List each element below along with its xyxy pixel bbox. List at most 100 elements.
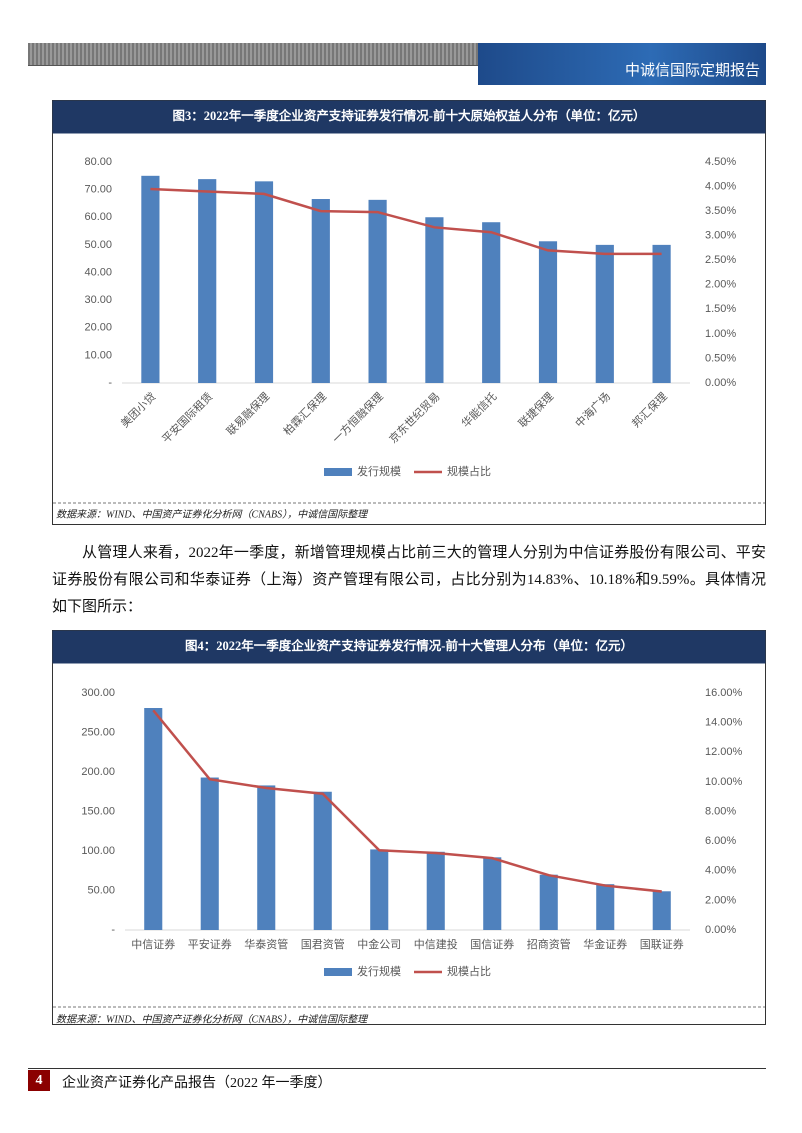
legend-label: 发行规模 (357, 464, 401, 478)
bar (313, 791, 332, 930)
source-note: 数据来源：WIND、中国资产证券化分析网（CNABS），中诚信国际整理 (56, 508, 369, 520)
legend-label: 规模占比 (447, 964, 491, 978)
bar (595, 244, 614, 383)
bar (483, 857, 502, 930)
y2-tick-label: 16.00% (705, 687, 743, 699)
bar (141, 175, 160, 383)
legend-label: 规模占比 (447, 464, 491, 478)
x-tick-label: 中海广场 (572, 389, 613, 430)
y-tick-label: 70.00 (84, 184, 112, 196)
y-tick-label: 80.00 (84, 156, 112, 168)
y-tick-label: 200.00 (81, 766, 115, 778)
x-tick-label: 京东世纪贸易 (386, 389, 443, 446)
y2-tick-label: 12.00% (705, 746, 743, 758)
y2-tick-label: 6.00% (705, 835, 736, 847)
x-tick-label: 中信建投 (414, 937, 458, 951)
bar (538, 241, 558, 383)
y-tick-label: - (111, 924, 115, 936)
bar (257, 785, 276, 930)
bar (144, 708, 163, 930)
x-tick-label: 国君资管 (301, 937, 345, 951)
bar (254, 181, 274, 383)
line (150, 187, 662, 256)
y2-tick-label: 3.00% (705, 230, 736, 242)
y-tick-label: 300.00 (81, 687, 115, 699)
x-tick-label: 平安证券 (188, 937, 232, 951)
bar (482, 222, 501, 383)
y2-tick-label: 8.00% (705, 805, 736, 817)
y-tick-label: 100.00 (81, 845, 115, 857)
chart: 图3：2022年一季度企业资产支持证券发行情况-前十大原始权益人分布（单位：亿元… (52, 100, 766, 525)
y-tick-label: 40.00 (84, 266, 112, 278)
y-tick-label: 50.00 (84, 239, 112, 251)
x-tick-label: 美团小贷 (118, 389, 159, 430)
footer-text: 企业资产证券化产品报告（2022 年一季度） (62, 1076, 332, 1091)
y2-tick-label: 3.50% (705, 205, 736, 217)
header-title: 中诚信国际定期报告 (624, 63, 760, 79)
y2-tick-label: 2.50% (705, 254, 736, 266)
y-tick-label: 10.00 (84, 349, 112, 361)
footer-rule (28, 1068, 766, 1069)
title-bar (52, 100, 766, 134)
y2-tick-label: 0.00% (705, 377, 736, 389)
y2-tick-label: 2.00% (705, 894, 736, 906)
x-tick-label: 中金公司 (357, 937, 401, 951)
bar (311, 199, 330, 383)
source-note: 数据来源：WIND、中国资产证券化分析网（CNABS），中诚信国际整理 (56, 1013, 369, 1025)
bar (426, 851, 445, 930)
chart-title: 图3：2022年一季度企业资产支持证券发行情况-前十大原始权益人分布（单位：亿元… (173, 108, 646, 123)
page-number: 4 (28, 1070, 50, 1091)
y2-tick-label: 14.00% (705, 717, 743, 729)
bar (425, 217, 444, 383)
y-tick-label: 60.00 (84, 211, 112, 223)
x-tick-label: 平安国际租赁 (159, 389, 216, 446)
y-tick-label: 150.00 (81, 805, 115, 817)
bar (652, 891, 671, 930)
x-tick-label: 联易融保理 (223, 389, 272, 438)
y-tick-label: - (108, 377, 112, 389)
chart: 图4：2022年一季度企业资产支持证券发行情况-前十大管理人分布（单位：亿元） -… (52, 630, 766, 1025)
y-tick-label: 30.00 (84, 294, 112, 306)
y-tick-label: 20.00 (84, 322, 112, 334)
y2-tick-label: 1.50% (705, 303, 736, 315)
x-tick-label: 柏霖汇保理 (280, 389, 329, 438)
bar (596, 884, 615, 930)
bar (200, 777, 219, 930)
x-tick-label: 华能信托 (458, 389, 499, 430)
y2-tick-label: 2.00% (705, 279, 736, 291)
bar (652, 244, 671, 383)
x-tick-label: 国信证券 (470, 937, 514, 951)
y2-tick-label: 1.00% (705, 328, 736, 340)
header-banner: 中诚信国际定期报告 (478, 43, 766, 85)
paragraph: 从管理人来看，2022年一季度，新增管理规模占比前三大的管理人分别为中信证券股份… (52, 545, 766, 615)
bar (370, 849, 389, 930)
bar (368, 199, 387, 383)
line (152, 709, 662, 893)
legend-swatch (324, 468, 352, 476)
y2-tick-label: 0.50% (705, 352, 736, 364)
legend-swatch (324, 968, 352, 976)
bar (539, 874, 558, 930)
x-tick-label: 中信证券 (131, 937, 175, 951)
y-tick-label: 250.00 (81, 726, 115, 738)
header-band (28, 43, 478, 65)
x-tick-label: 华金证券 (583, 937, 627, 951)
y2-tick-label: 4.50% (705, 156, 736, 168)
x-tick-label: 邦汇保理 (629, 389, 670, 430)
chart-title: 图4：2022年一季度企业资产支持证券发行情况-前十大管理人分布（单位：亿元） (185, 638, 633, 653)
title-bar (52, 630, 766, 664)
x-tick-label: 招商资管 (527, 937, 571, 951)
x-tick-label: 联捷保理 (515, 389, 556, 430)
y2-tick-label: 0.00% (705, 924, 736, 936)
x-tick-label: 华泰资管 (244, 937, 288, 951)
y2-tick-label: 4.00% (705, 180, 736, 192)
y2-tick-label: 4.00% (705, 865, 736, 877)
header-rule (28, 65, 478, 66)
y-tick-label: 50.00 (87, 884, 115, 896)
y2-tick-label: 10.00% (705, 776, 743, 788)
x-tick-label: 国联证券 (640, 937, 684, 951)
legend-label: 发行规模 (357, 964, 401, 978)
bar (198, 179, 217, 383)
x-tick-label: 一方恒融保理 (329, 389, 386, 446)
